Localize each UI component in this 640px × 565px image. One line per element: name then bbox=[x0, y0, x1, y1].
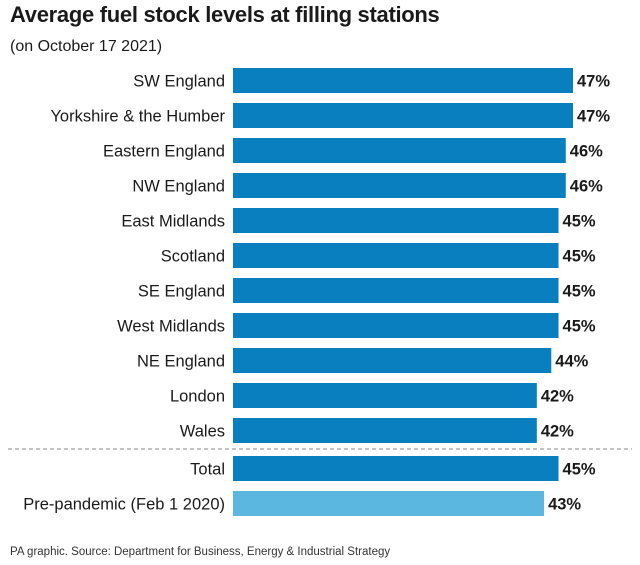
value-label: 45% bbox=[563, 461, 596, 479]
category-label: SW England bbox=[133, 73, 225, 91]
bar bbox=[233, 456, 559, 481]
category-label: Eastern England bbox=[103, 143, 225, 161]
bar bbox=[233, 173, 566, 198]
category-label: SE England bbox=[138, 283, 225, 301]
bar bbox=[233, 103, 573, 128]
category-label: NE England bbox=[137, 353, 225, 371]
value-label: 45% bbox=[563, 318, 596, 336]
category-label: Scotland bbox=[161, 248, 225, 266]
bar bbox=[233, 491, 545, 516]
bar bbox=[233, 138, 566, 163]
value-label: 42% bbox=[541, 388, 574, 406]
category-label: Yorkshire & the Humber bbox=[50, 108, 225, 126]
value-label: 45% bbox=[563, 213, 596, 231]
value-label: 44% bbox=[555, 353, 588, 371]
chart-title: Average fuel stock levels at filling sta… bbox=[10, 2, 440, 27]
source-footer: PA graphic. Source: Department for Busin… bbox=[10, 546, 391, 558]
chart-subtitle: (on October 17 2021) bbox=[10, 38, 163, 55]
category-label: Pre-pandemic (Feb 1 2020) bbox=[23, 496, 225, 514]
value-label: 45% bbox=[563, 248, 596, 266]
bar-chart: SW England 47% Yorkshire & the Humber 47% Ea… bbox=[8, 68, 632, 516]
value-label: 45% bbox=[563, 283, 596, 301]
value-label: 42% bbox=[541, 423, 574, 441]
category-label: NW England bbox=[132, 178, 225, 196]
bar bbox=[233, 348, 552, 373]
value-label: 47% bbox=[577, 108, 610, 126]
bar bbox=[233, 243, 559, 268]
category-label: East Midlands bbox=[121, 213, 225, 231]
value-label: 47% bbox=[577, 73, 610, 91]
value-label: 46% bbox=[570, 143, 603, 161]
bar bbox=[233, 418, 537, 443]
bar bbox=[233, 208, 559, 233]
bar bbox=[233, 383, 537, 408]
category-label: West Midlands bbox=[117, 318, 225, 336]
bar bbox=[233, 278, 559, 303]
category-label: London bbox=[170, 388, 225, 406]
bar bbox=[233, 313, 559, 338]
value-label: 43% bbox=[548, 496, 581, 514]
category-label: Wales bbox=[180, 423, 225, 441]
value-label: 46% bbox=[570, 178, 603, 196]
category-label: Total bbox=[190, 461, 225, 479]
bar bbox=[233, 68, 573, 93]
